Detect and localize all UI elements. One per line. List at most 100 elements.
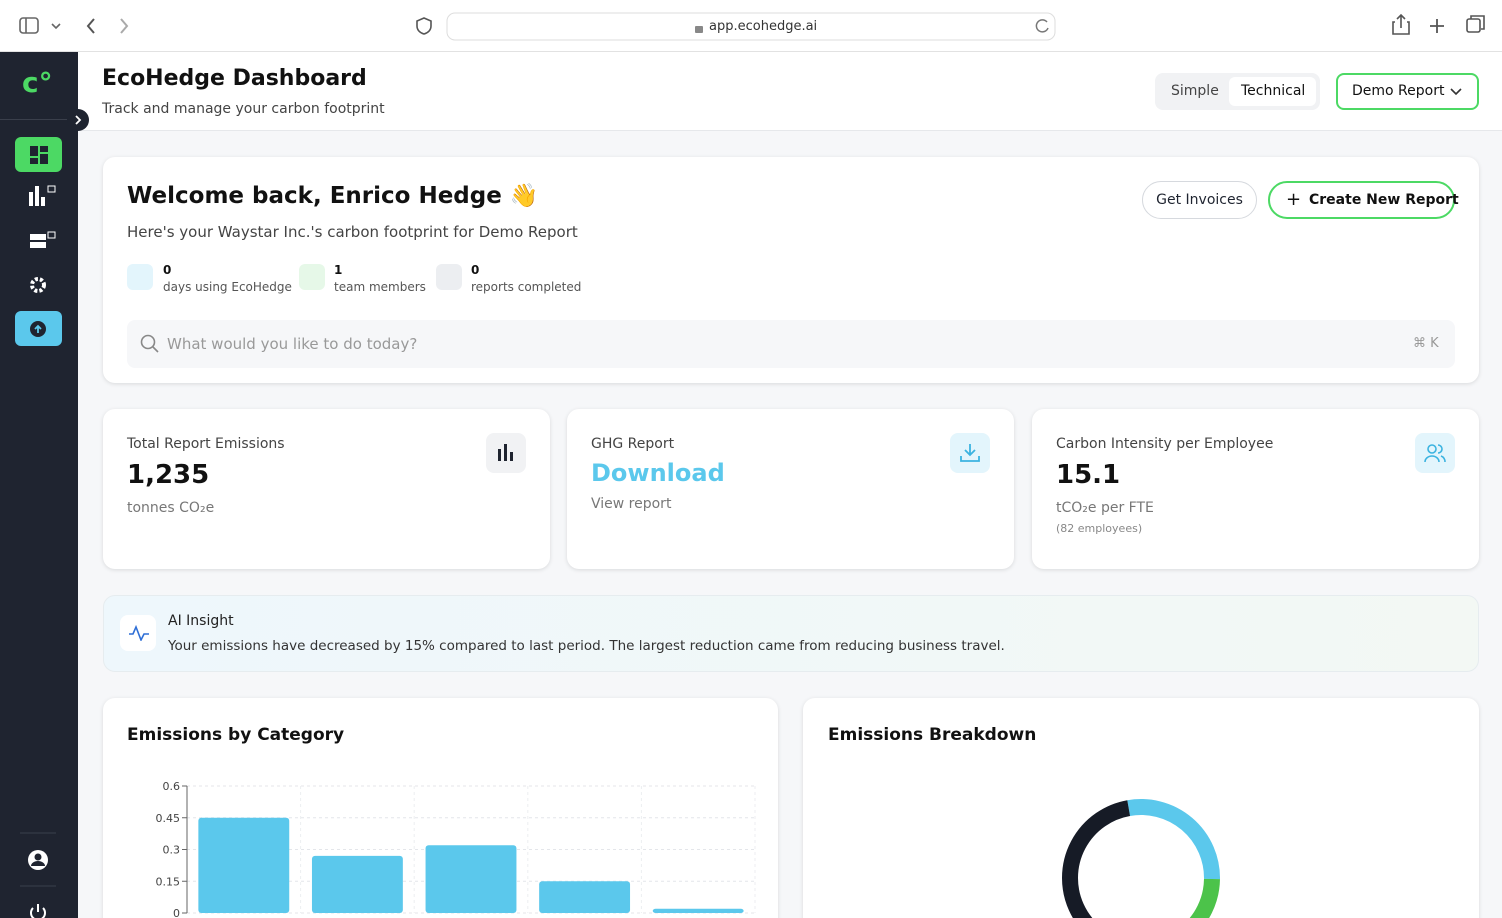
donut-segment xyxy=(1127,799,1220,880)
metric-note: (82 employees) xyxy=(1056,522,1143,535)
lock-icon xyxy=(695,26,703,33)
divider xyxy=(0,119,78,120)
chart-title: Emissions Breakdown xyxy=(828,725,1037,745)
bar xyxy=(311,855,403,913)
back-button[interactable] xyxy=(86,18,95,34)
stat-label: team members xyxy=(334,280,426,294)
stat-label: reports completed xyxy=(471,280,582,294)
bar-chart: 0 0.15 0.3 0.45 0.6 xyxy=(156,780,756,918)
toggle-simple[interactable]: Simple xyxy=(1171,83,1219,99)
page-subtitle: Track and manage your carbon footprint xyxy=(102,101,385,117)
report-select[interactable] xyxy=(1336,73,1479,110)
stat-label: days using EcoHedge xyxy=(163,280,292,294)
stat-value: 1 xyxy=(334,263,343,277)
chart-card: Emissions Breakdown xyxy=(803,698,1479,918)
shield-icon[interactable] xyxy=(416,17,432,35)
sidebar: c° xyxy=(0,52,78,918)
page-title: EcoHedge Dashboard xyxy=(102,66,367,91)
metric-unit: tCO₂e per FTE xyxy=(1056,500,1154,516)
y-tick-label: 0.3 xyxy=(163,844,181,857)
bar xyxy=(198,817,290,913)
tabs-icon-back xyxy=(1470,15,1485,30)
create-report-button[interactable] xyxy=(1268,181,1455,219)
toggle-technical-bg xyxy=(1229,77,1316,106)
chevron xyxy=(1450,88,1462,96)
reload-icon[interactable] xyxy=(1035,19,1049,33)
y-tick-label: 0.15 xyxy=(156,875,181,888)
bar xyxy=(652,908,744,913)
address-bar[interactable] xyxy=(446,12,1056,41)
dashboard-icon xyxy=(30,146,48,164)
upload-arrow xyxy=(34,324,42,333)
y-tick-label: 0.6 xyxy=(163,780,181,793)
metric-unit: tonnes CO₂e xyxy=(127,500,215,516)
create-report-plus: + xyxy=(1286,189,1302,210)
sidebar-expand[interactable] xyxy=(66,108,90,132)
browser-toolbar: app.ecohedge.ai xyxy=(0,0,1502,52)
metric-card: Carbon Intensity per Employee 15.1 tCO₂e… xyxy=(1032,409,1479,569)
toggle-technical[interactable]: Technical xyxy=(1241,83,1306,99)
profile-icon xyxy=(31,861,45,866)
metric-label: GHG Report xyxy=(591,436,675,452)
welcome-card: Welcome back, Enrico Hedge 👋 Here's your… xyxy=(103,157,1479,383)
metric-label: Total Report Emissions xyxy=(127,436,285,452)
welcome-subtitle: Here's your Waystar Inc.'s carbon footpr… xyxy=(127,223,578,241)
view-report-link[interactable]: View report xyxy=(591,496,672,512)
search-shortcut: ⌘ K xyxy=(1413,336,1439,351)
share-icon[interactable] xyxy=(1392,13,1410,35)
insight-card: AI Insight Your emissions have decreased… xyxy=(103,595,1479,672)
nav-settings[interactable] xyxy=(30,277,46,293)
dropdown-icon[interactable] xyxy=(51,23,61,30)
bar xyxy=(425,845,517,913)
browser-icons xyxy=(19,12,1485,41)
search-icon xyxy=(140,334,159,353)
bar-icon xyxy=(498,444,513,461)
url: app.ecohedge.ai xyxy=(709,19,818,34)
metric-value: 1,235 xyxy=(127,460,210,490)
search-bar[interactable] xyxy=(127,320,1455,368)
y-tick-label: 0 xyxy=(173,907,180,918)
download-icon xyxy=(960,444,980,462)
forward-button[interactable] xyxy=(120,18,129,34)
metric-label: Carbon Intensity per Employee xyxy=(1056,436,1274,452)
sidebar-icon[interactable] xyxy=(19,17,39,34)
chart-card: Emissions by Category 0 0.15 0.3 0.45 0.6 xyxy=(103,698,778,918)
header: EcoHedge Dashboard Track and manage your… xyxy=(78,52,1502,131)
stat-value: 0 xyxy=(471,263,480,277)
download-link[interactable]: Download xyxy=(591,459,725,487)
logo[interactable]: c° xyxy=(22,66,53,99)
donut-chart xyxy=(1062,799,1220,918)
nav-dashboard[interactable] xyxy=(15,137,62,172)
stat-icon-report xyxy=(436,264,462,290)
metric-card: GHG Report Download View report xyxy=(567,409,1014,569)
stat-icon-team xyxy=(299,264,325,290)
insight-title: AI Insight xyxy=(168,613,234,629)
nav-analytics[interactable] xyxy=(29,186,45,206)
report-select-label: Demo Report xyxy=(1352,83,1445,99)
metric-card: Total Report Emissions 1,235 tonnes CO₂e xyxy=(103,409,550,569)
team-icon xyxy=(1424,444,1446,463)
metric-value: 15.1 xyxy=(1056,460,1121,490)
lock-icon xyxy=(47,231,56,239)
get-invoices-button[interactable]: Get Invoices xyxy=(1142,181,1257,219)
lock-icon xyxy=(47,185,56,193)
donut-segment xyxy=(1062,800,1131,918)
insight-text: Your emissions have decreased by 15% com… xyxy=(168,638,1005,654)
stat-icon-calendar xyxy=(127,264,153,290)
nav-logout[interactable] xyxy=(30,904,46,918)
insight-icon xyxy=(129,625,149,641)
donut-segment xyxy=(1189,878,1220,918)
search-placeholder: What would you like to do today? xyxy=(167,335,418,353)
new-tab-icon[interactable] xyxy=(1430,19,1444,33)
create-report-label: Create New Report xyxy=(1309,192,1459,208)
profile-icon xyxy=(34,853,42,861)
metric-icon xyxy=(1415,433,1455,473)
tabs-icon[interactable] xyxy=(1466,18,1481,33)
bar xyxy=(539,881,631,913)
sidebar-icons xyxy=(15,137,62,918)
chart-title: Emissions by Category xyxy=(127,725,345,745)
nav-reports[interactable] xyxy=(30,234,46,248)
stat-value: 0 xyxy=(163,263,172,277)
